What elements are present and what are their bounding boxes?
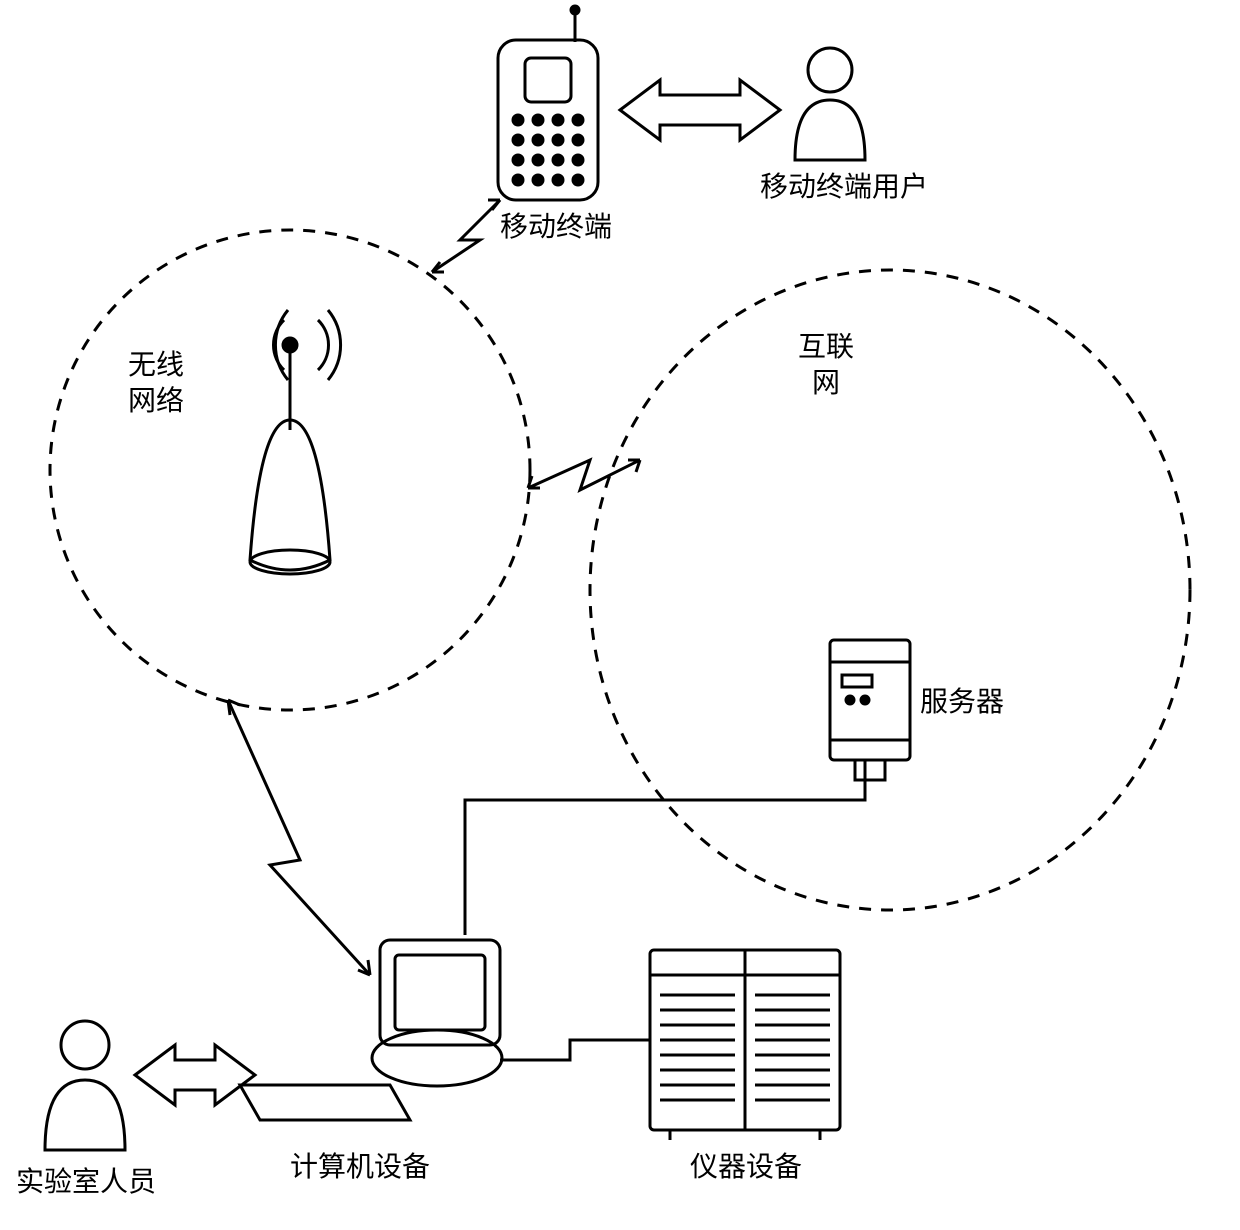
lightning-phone-wireless — [432, 200, 500, 272]
mobile-user-label: 移动终端用户 — [760, 165, 928, 205]
computer-label: 计算机设备 — [290, 1145, 430, 1185]
equipment-icon — [650, 950, 840, 1140]
server-icon — [830, 640, 910, 780]
mobile-user-icon — [795, 48, 865, 160]
computer-icon — [240, 940, 502, 1120]
mobile-terminal-icon — [498, 6, 598, 200]
lab-staff-label: 实验室人员 — [16, 1160, 156, 1200]
line-computer-equipment — [500, 1040, 650, 1060]
lightning-wireless-internet — [528, 460, 640, 490]
line-computer-server — [465, 760, 865, 935]
equipment-label: 仪器设备 — [690, 1145, 802, 1185]
wireless-network-circle — [50, 230, 530, 710]
arrow-phone-user — [620, 80, 780, 140]
arrow-staff-computer — [135, 1045, 255, 1105]
mobile-terminal-label: 移动终端 — [500, 205, 612, 245]
wireless-network-label: 无线 网络 — [128, 348, 184, 421]
network-diagram — [0, 0, 1240, 1230]
lab-staff-icon — [45, 1021, 125, 1150]
internet-ellipse — [590, 270, 1190, 910]
lightning-wireless-computer — [228, 700, 370, 975]
server-label: 服务器 — [920, 680, 1004, 720]
antenna-icon — [250, 310, 341, 574]
internet-label: 互联 网 — [798, 330, 854, 403]
